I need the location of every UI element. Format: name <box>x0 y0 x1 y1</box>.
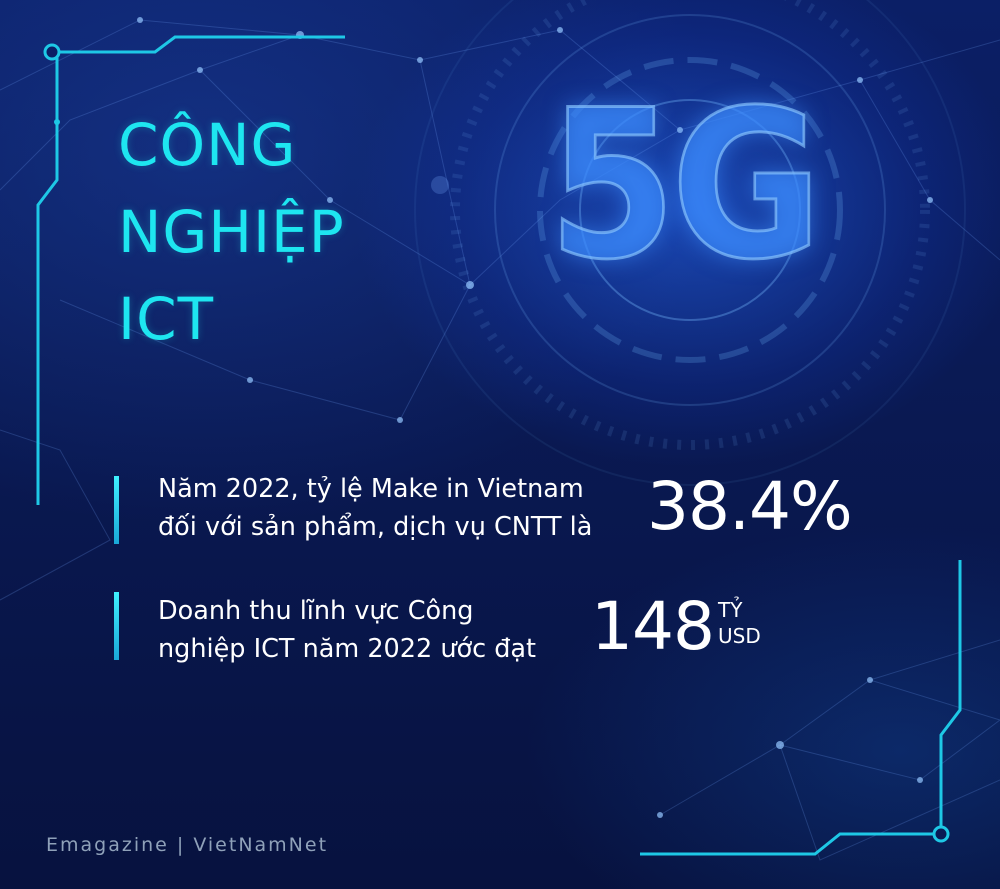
stat-description-line-2: nghiệp ICT năm 2022 ước đạt <box>158 634 537 664</box>
headline: CÔNG NGHIỆP ICT <box>118 102 345 363</box>
stat-make-in-vietnam: Năm 2022, tỷ lệ Make in Vietnam đối với … <box>114 470 874 550</box>
accent-bar <box>114 592 119 660</box>
stat-ict-revenue: Doanh thu lĩnh vực Công nghiệp ICT năm 2… <box>114 592 874 672</box>
radial-rings <box>414 0 966 486</box>
stat-description: Doanh thu lĩnh vực Công nghiệp ICT năm 2… <box>158 592 536 668</box>
network-nodes <box>137 17 933 818</box>
headline-line-1: CÔNG <box>118 111 297 179</box>
circuit-frame-top-left <box>36 35 345 505</box>
stat-description: Năm 2022, tỷ lệ Make in Vietnam đối với … <box>158 470 592 546</box>
stat-description-line-2: đối với sản phẩm, dịch vụ CNTT là <box>158 512 593 542</box>
stat-unit: TỶ USD <box>718 597 761 649</box>
stat-description-line-1: Doanh thu lĩnh vực Công <box>158 596 474 626</box>
stat-value: 38.4% <box>647 468 853 545</box>
stat-unit-line-2: USD <box>718 624 761 648</box>
stat-unit-line-1: TỶ <box>718 598 743 622</box>
stat-value: 148 <box>591 588 715 665</box>
credit-text: Emagazine | VietNamNet <box>46 834 329 856</box>
5g-graphic: 5G <box>547 67 824 305</box>
circuit-frame-bottom-right <box>640 560 962 856</box>
headline-line-2: NGHIỆP <box>118 198 345 266</box>
headline-line-3: ICT <box>118 285 215 353</box>
accent-bar <box>114 476 119 544</box>
stat-description-line-1: Năm 2022, tỷ lệ Make in Vietnam <box>158 474 584 504</box>
